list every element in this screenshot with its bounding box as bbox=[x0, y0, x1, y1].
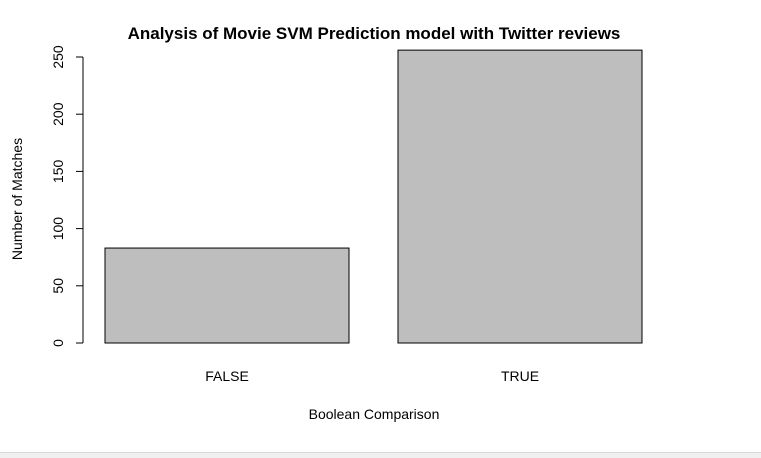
y-tick-label: 150 bbox=[50, 160, 66, 184]
x-tick-labels: FALSE TRUE bbox=[205, 368, 539, 384]
y-axis: 0 50 100 150 200 250 bbox=[50, 45, 84, 347]
y-tick-label: 100 bbox=[50, 217, 66, 241]
bars bbox=[104, 49, 643, 344]
x-tick-label: TRUE bbox=[501, 368, 539, 384]
bar-true bbox=[397, 49, 643, 344]
y-tick-label: 250 bbox=[50, 45, 66, 69]
y-tick-label: 0 bbox=[50, 339, 66, 347]
x-axis-label: Boolean Comparison bbox=[309, 406, 440, 422]
y-axis-label: Number of Matches bbox=[9, 138, 25, 260]
window-bottom-border bbox=[0, 452, 761, 458]
y-tick-label: 50 bbox=[50, 278, 66, 294]
x-tick-label: FALSE bbox=[205, 368, 249, 384]
bar-false bbox=[104, 247, 350, 344]
chart-title: Analysis of Movie SVM Prediction model w… bbox=[128, 24, 621, 43]
y-tick-label: 200 bbox=[50, 102, 66, 126]
